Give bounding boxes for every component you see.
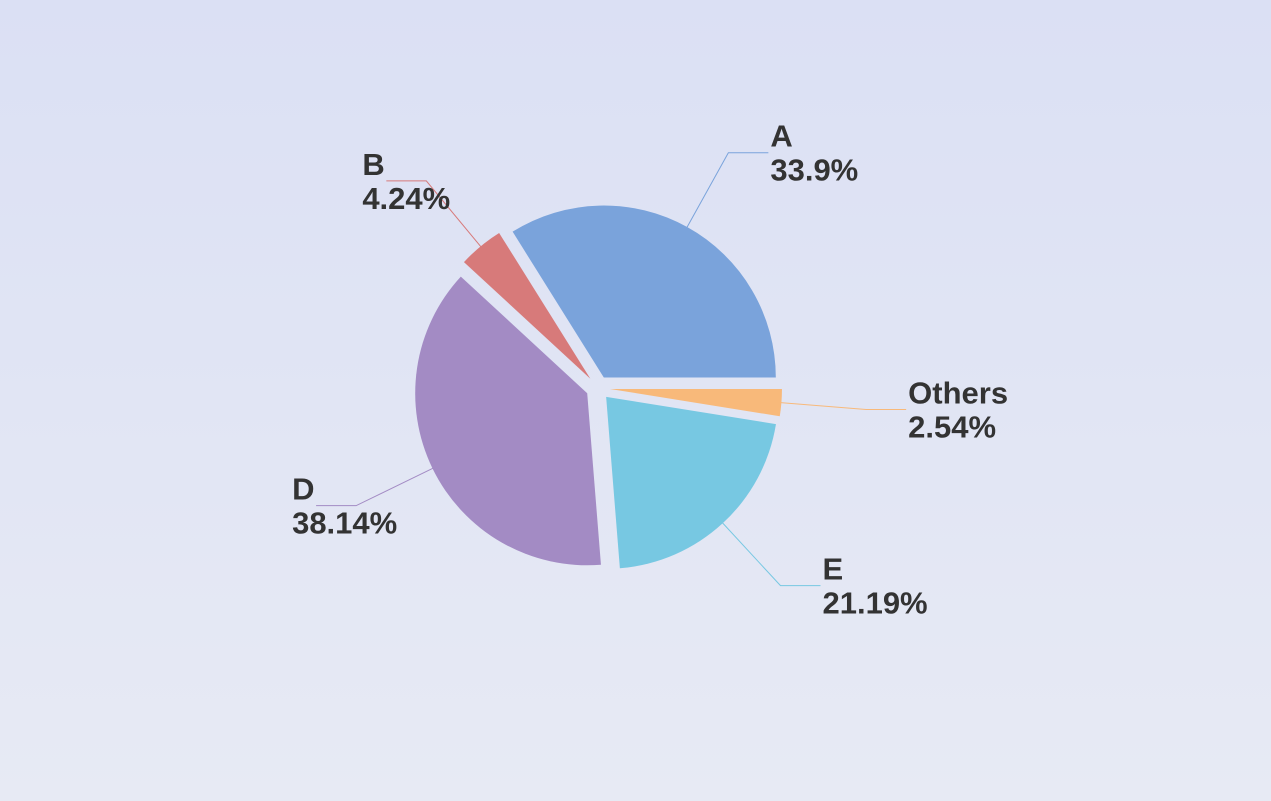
slice-percent: 33.9% — [770, 153, 858, 188]
pie-slice — [512, 205, 776, 378]
slice-label: A — [770, 119, 792, 154]
slice-label: E — [822, 552, 843, 587]
leader-line — [316, 466, 437, 507]
slice-label: D — [292, 472, 314, 507]
pie-slice — [606, 396, 776, 569]
slice-percent: 2.54% — [908, 409, 996, 444]
slice-label: B — [362, 147, 384, 182]
leader-line — [719, 519, 821, 587]
pie-slice — [609, 388, 782, 417]
leader-line — [684, 152, 769, 231]
pie-slice — [415, 276, 601, 566]
slice-percent: 38.14% — [292, 506, 397, 541]
leader-line — [386, 180, 484, 250]
slice-percent: 21.19% — [822, 586, 927, 621]
pie-slice — [463, 232, 591, 379]
slice-label: Others — [908, 375, 1008, 410]
leader-line — [777, 401, 907, 410]
slice-percent: 4.24% — [362, 181, 450, 216]
